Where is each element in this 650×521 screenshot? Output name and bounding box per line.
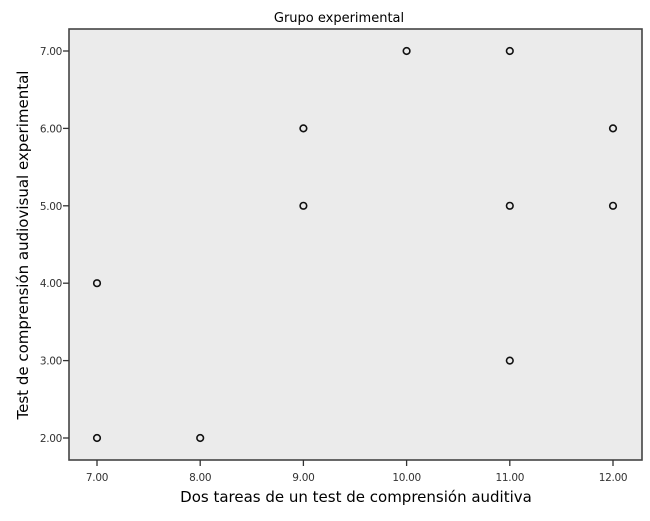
y-tick-label: 6.00	[40, 123, 62, 135]
data-point-marker	[505, 356, 514, 365]
data-point-marker	[402, 46, 411, 56]
data-point-marker	[608, 201, 618, 210]
data-point-marker	[608, 124, 618, 133]
x-tick-label: 10.00	[392, 472, 421, 484]
data-point-marker	[505, 46, 514, 56]
y-tick-label: 7.00	[40, 46, 62, 58]
data-point-marker	[299, 201, 308, 210]
chart-title: Grupo experimental	[274, 11, 404, 26]
data-point-marker	[505, 201, 514, 210]
plot-area	[68, 28, 643, 461]
data-point-marker	[299, 124, 308, 133]
x-tick-label: 12.00	[599, 472, 628, 484]
data-point-marker	[92, 433, 102, 443]
x-tick-label: 7.00	[86, 472, 108, 484]
y-axis-label: Test de comprensión audiovisual experime…	[14, 71, 32, 421]
y-tick-label: 4.00	[40, 278, 62, 290]
data-point-marker	[196, 433, 205, 443]
x-axis: 7.00 8.00 9.00 10.00 11.00 12.00	[86, 460, 628, 484]
x-tick-label: 11.00	[496, 472, 525, 484]
x-tick-label: 8.00	[189, 472, 211, 484]
x-tick-label: 9.00	[292, 472, 314, 484]
y-tick-label: 5.00	[40, 201, 62, 213]
y-tick-label: 3.00	[40, 356, 62, 368]
y-tick-label: 2.00	[40, 433, 62, 445]
data-points	[92, 46, 618, 443]
y-axis: 2.00 3.00 4.00 5.00 6.00 7.00	[40, 46, 69, 445]
data-point-marker	[92, 279, 102, 288]
x-axis-label: Dos tareas de un test de comprensión aud…	[180, 488, 532, 506]
